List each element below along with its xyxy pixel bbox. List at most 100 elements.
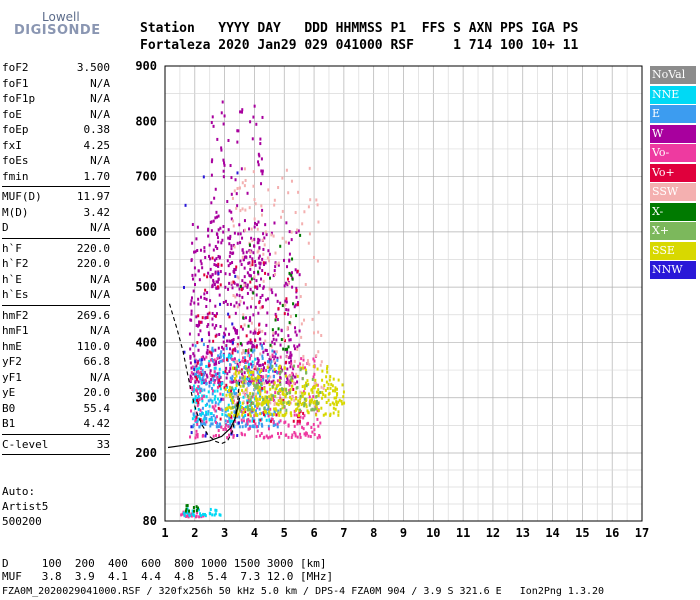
- echo-point: [266, 256, 269, 260]
- echo-point: [290, 397, 293, 401]
- echo-point: [203, 421, 206, 425]
- echo-point: [293, 364, 296, 368]
- echo-point: [257, 272, 260, 276]
- echo-point: [252, 425, 255, 429]
- echo-point: [188, 509, 191, 513]
- echo-point: [315, 394, 318, 398]
- param-value: 220.0: [76, 257, 110, 270]
- echo-point: [227, 228, 230, 232]
- echo-point: [188, 332, 191, 336]
- echo-point: [300, 335, 303, 339]
- echo-point: [269, 375, 272, 379]
- echo-point: [251, 350, 254, 354]
- echo-point: [282, 337, 285, 341]
- echo-point: [301, 385, 304, 389]
- echo-point: [303, 210, 306, 214]
- echo-point: [235, 384, 238, 388]
- echo-point: [243, 184, 246, 188]
- echo-point: [211, 158, 214, 162]
- echo-point: [289, 338, 292, 342]
- echo-point: [262, 247, 265, 251]
- virtual-height-trace: [167, 397, 241, 449]
- echo-point: [295, 314, 298, 318]
- echo-point: [251, 416, 254, 420]
- echo-point: [197, 359, 200, 363]
- echo-point: [264, 414, 267, 418]
- echo-point: [316, 203, 319, 207]
- echo-point: [240, 370, 243, 374]
- plot-frame: [164, 65, 643, 522]
- echo-point: [297, 364, 300, 368]
- echo-point: [255, 122, 258, 126]
- echo-point: [213, 381, 216, 385]
- auto-label: Auto:: [2, 485, 36, 498]
- echo-point: [236, 140, 239, 144]
- echo-point: [241, 374, 244, 378]
- echo-point: [200, 413, 203, 417]
- echo-point: [310, 388, 313, 392]
- echo-point: [265, 323, 268, 327]
- echo-point: [223, 114, 226, 118]
- echo-point: [240, 288, 243, 292]
- echo-point: [213, 378, 216, 382]
- echo-point: [311, 317, 314, 321]
- x-tick-label: 15: [575, 526, 589, 540]
- echo-point: [251, 408, 254, 412]
- echo-point: [202, 355, 205, 359]
- echo-point: [303, 387, 306, 391]
- y-tick-label: 800: [135, 114, 157, 128]
- echo-point: [325, 375, 328, 379]
- echo-point: [246, 306, 249, 310]
- echo-point: [296, 347, 299, 351]
- echo-point: [216, 389, 219, 393]
- echo-point: [277, 333, 280, 337]
- echo-point: [283, 421, 286, 425]
- echo-point: [242, 415, 245, 419]
- x-tick-label: 1: [161, 526, 168, 540]
- echo-point: [271, 340, 274, 344]
- echo-point: [254, 285, 257, 289]
- echo-point: [228, 209, 231, 213]
- echo-point: [198, 387, 201, 391]
- echo-point: [286, 325, 289, 329]
- echo-point: [255, 425, 258, 429]
- echo-point: [231, 261, 234, 265]
- echo-point: [271, 369, 274, 373]
- param-name: foF1p: [2, 92, 36, 105]
- echo-point: [315, 402, 318, 406]
- echo-point: [214, 394, 217, 398]
- echo-point: [312, 395, 315, 399]
- echo-point: [285, 408, 288, 412]
- echo-point: [260, 368, 263, 372]
- echo-point: [189, 435, 192, 439]
- echo-point: [205, 432, 208, 436]
- echo-point: [192, 352, 195, 356]
- echo-point: [239, 342, 242, 346]
- echo-point: [258, 390, 261, 394]
- echo-point: [253, 221, 256, 225]
- echo-point: [213, 370, 216, 374]
- echo-point: [275, 402, 278, 406]
- echo-point: [257, 237, 260, 241]
- echo-point: [218, 361, 221, 365]
- echo-point: [244, 405, 247, 409]
- echo-point: [250, 340, 253, 344]
- echo-point: [212, 278, 215, 282]
- echo-point: [258, 254, 261, 258]
- echo-point: [286, 355, 289, 359]
- echo-point: [224, 327, 227, 331]
- echo-point: [305, 405, 308, 409]
- echo-point: [197, 314, 200, 318]
- echo-point: [256, 397, 259, 401]
- param-group-5: C-level 33: [2, 437, 110, 453]
- param-row: h`F 220.0: [2, 241, 110, 257]
- echo-point: [219, 270, 222, 274]
- param-name: C-level: [2, 437, 49, 451]
- echo-point: [203, 246, 206, 250]
- echo-point: [253, 217, 256, 221]
- echo-point: [271, 413, 274, 417]
- echo-point: [304, 366, 307, 370]
- echo-point: [285, 374, 288, 378]
- echo-point: [221, 408, 224, 412]
- echo-point: [277, 411, 280, 415]
